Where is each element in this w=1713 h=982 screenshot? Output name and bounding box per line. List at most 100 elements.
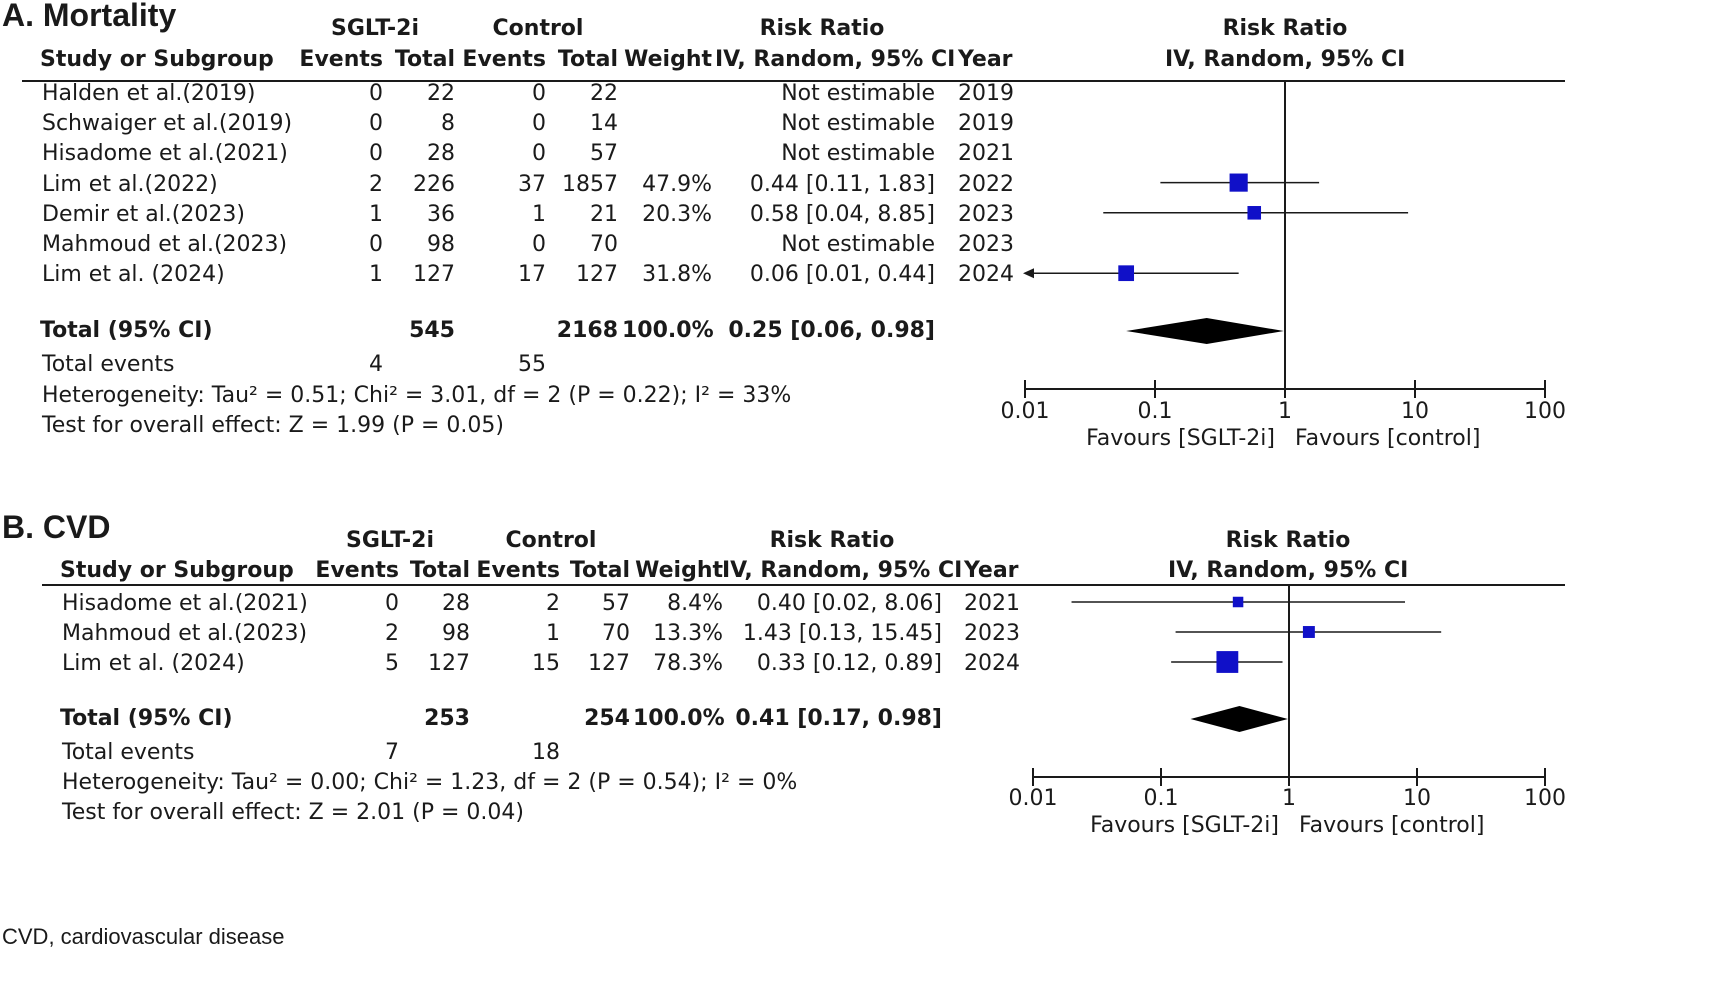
mortality-header-weight: Weight [624, 47, 712, 72]
mortality-row-events1: 0 [369, 81, 383, 106]
mortality-header-total2: Total [557, 47, 618, 72]
mortality-row-total2: 14 [590, 111, 618, 137]
mortality-header-group1: SGLT-2i [330, 16, 420, 41]
mortality-row-year: 2023 [958, 201, 1014, 227]
cvd-point-estimate [1302, 626, 1315, 638]
mortality-total-n2: 2168 [556, 318, 618, 343]
cvd-tick-label: 0.01 [1009, 786, 1058, 811]
mortality-row-total2: 57 [590, 141, 618, 167]
mortality-row-total1: 98 [427, 232, 455, 257]
mortality-row-year: 2022 [958, 171, 1014, 197]
cvd-total-n2: 254 [584, 706, 630, 731]
mortality-header-events2: Events [462, 47, 546, 72]
mortality-row-study: Lim et al.(2022) [42, 171, 218, 197]
mortality-row-weight: 20.3% [642, 201, 712, 227]
mortality-row-study: Mahmoud et al.(2023) [42, 232, 288, 257]
mortality-point-estimate [1229, 173, 1248, 192]
mortality-row-year: 2023 [958, 232, 1014, 257]
mortality-row-year: 2019 [958, 81, 1014, 106]
cvd-row-effect: 0.33 [0.12, 0.89] [756, 651, 942, 676]
mortality-row-study: Halden et al.(2019) [42, 81, 256, 106]
cvd-row-study: Hisadome et al.(2021) [62, 591, 308, 616]
mortality-row-effect: Not estimable [781, 81, 935, 106]
mortality-row-events1: 0 [369, 232, 383, 257]
mortality-row-total2: 1857 [562, 171, 618, 197]
cvd-row-events1: 0 [385, 591, 399, 616]
cvd-plot-header-effect: Risk Ratio [1225, 528, 1351, 553]
cvd-overall-effect: Test for overall effect: Z = 2.01 (P = 0… [62, 800, 524, 825]
cvd-row-total2: 70 [602, 621, 630, 646]
mortality-header-method: IV, Random, 95% CI [715, 47, 956, 72]
cvd-total-n1: 253 [424, 706, 470, 731]
cvd-tick-label: 10 [1403, 786, 1431, 811]
cvd-header-rule [42, 584, 1565, 586]
mortality-row-year: 2021 [958, 141, 1014, 167]
mortality-row-effect: 0.58 [0.04, 8.85] [749, 201, 935, 227]
mortality-panel-title: A. Mortality [2, 0, 177, 33]
cvd-tick-label: 0.1 [1144, 786, 1179, 811]
cvd-header-events1: Events [315, 558, 399, 583]
cvd-header-weight: Weight [635, 558, 723, 583]
mortality-tick-label: 10 [1401, 399, 1429, 424]
mortality-row-total2: 22 [590, 81, 618, 106]
mortality-row-events2: 17 [518, 262, 546, 288]
cvd-favours-right: Favours [control] [1299, 813, 1484, 838]
mortality-row-total1: 22 [427, 81, 455, 106]
mortality-row-total1: 36 [427, 201, 455, 227]
cvd-tick-label: 100 [1524, 786, 1566, 811]
mortality-plot-header-effect: Risk Ratio [1222, 16, 1348, 41]
mortality-row-events2: 0 [532, 111, 546, 137]
mortality-header-total1: Total [394, 47, 455, 72]
mortality-row-effect: 0.06 [0.01, 0.44] [749, 262, 935, 288]
mortality-row-events2: 0 [532, 81, 546, 106]
cvd-header-group2: Control [505, 528, 597, 553]
cvd-row-events1: 5 [385, 651, 399, 676]
footnote: CVD, cardiovascular disease [2, 924, 285, 949]
mortality-row-effect: Not estimable [781, 111, 935, 137]
mortality-pooled-diamond [1126, 318, 1284, 344]
cvd-row-study: Lim et al. (2024) [62, 651, 245, 676]
mortality-row-events1: 1 [369, 262, 383, 288]
mortality-row-year: 2019 [958, 111, 1014, 137]
cvd-row-effect: 1.43 [0.13, 15.45] [742, 621, 942, 646]
mortality-row-effect: Not estimable [781, 141, 935, 167]
mortality-row-total1: 28 [427, 141, 455, 167]
cvd-plot-header-method: IV, Random, 95% CI [1168, 558, 1409, 583]
mortality-row-total2: 70 [590, 232, 618, 257]
cvd-row-total2: 57 [602, 591, 630, 616]
mortality-row-total1: 226 [413, 171, 455, 197]
cvd-total-events1: 7 [385, 740, 399, 765]
mortality-row-study: Lim et al. (2024) [42, 262, 225, 288]
cvd-row-events2: 15 [532, 651, 560, 676]
mortality-total-events1: 4 [369, 352, 383, 377]
mortality-row-events2: 37 [518, 171, 546, 197]
mortality-heterogeneity: Heterogeneity: Tau² = 0.51; Chi² = 3.01,… [42, 383, 792, 408]
mortality-row-events2: 0 [532, 141, 546, 167]
mortality-total-label: Total (95% CI) [40, 318, 213, 343]
cvd-total-events-label: Total events [62, 740, 195, 765]
mortality-total-events-label: Total events [42, 352, 175, 377]
mortality-row-study: Hisadome et al.(2021) [42, 141, 288, 167]
cvd-forest-plot: 0.01 0.1 1 10 100 Favours [SGLT-2i] Favours [c… [1009, 584, 1566, 838]
mortality-tick-label: 1 [1278, 399, 1292, 424]
mortality-plot-header-method: IV, Random, 95% CI [1165, 47, 1406, 72]
mortality-tick-label: 0.01 [1001, 399, 1050, 424]
mortality-total-effect: 0.25 [0.06, 0.98] [728, 318, 935, 343]
mortality-row-total1: 127 [413, 262, 455, 288]
mortality-row-effect: Not estimable [781, 232, 935, 257]
cvd-row-weight: 13.3% [653, 621, 723, 646]
mortality-row-events2: 0 [532, 232, 546, 257]
mortality-header-rule [22, 80, 1565, 82]
mortality-row-events2: 1 [532, 201, 546, 227]
mortality-row-weight: 31.8% [642, 262, 712, 288]
cvd-pooled-diamond [1190, 706, 1288, 732]
cvd-row-events2: 1 [546, 621, 560, 646]
cvd-row-events2: 2 [546, 591, 560, 616]
cvd-row-effect: 0.40 [0.02, 8.06] [756, 591, 942, 616]
cvd-total-label: Total (95% CI) [60, 706, 233, 731]
mortality-favours-left: Favours [SGLT-2i] [1086, 426, 1275, 451]
mortality-total-n1: 545 [409, 318, 455, 343]
mortality-row-events1: 1 [369, 201, 383, 227]
cvd-row-total2: 127 [588, 651, 630, 676]
